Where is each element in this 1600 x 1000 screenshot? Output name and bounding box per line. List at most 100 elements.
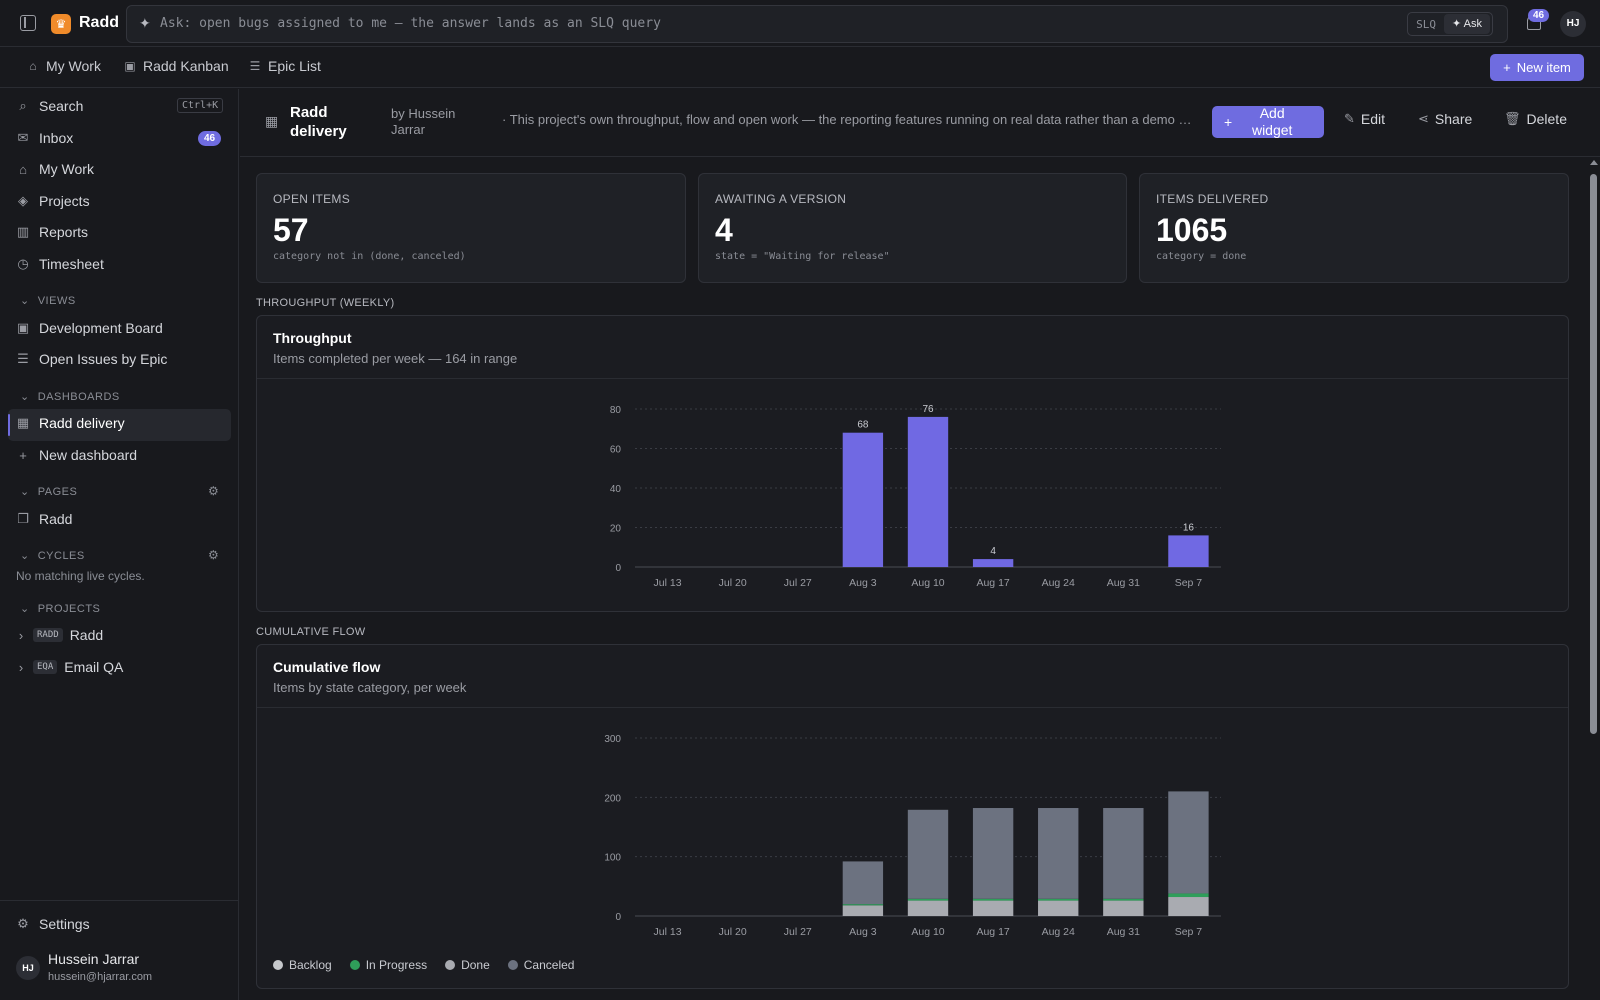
- inbox-count-badge: 46: [198, 131, 222, 146]
- sidebar-item-new-dashboard[interactable]: + New dashboard: [16, 447, 137, 463]
- mode-ask[interactable]: ✦ Ask: [1443, 14, 1490, 34]
- chevron-right-icon: ›: [18, 627, 24, 643]
- x-tick-label: Jul 27: [784, 577, 812, 589]
- sidebar-item-search[interactable]: ⌕ Search: [16, 98, 83, 114]
- sidebar-item-label: New dashboard: [39, 447, 138, 463]
- data-label: 16: [1183, 522, 1195, 533]
- widget-divider: [257, 707, 1568, 708]
- page-title: Radd delivery: [290, 104, 347, 140]
- top-bar: ♛ Radd ✦ Ask: open bugs assigned to me —…: [0, 0, 1600, 47]
- legend-label: In Progress: [365, 958, 428, 972]
- app-logo-icon[interactable]: ♛: [51, 14, 71, 34]
- gear-icon[interactable]: ⚙: [208, 548, 219, 562]
- sidebar-item-label: Projects: [39, 193, 90, 209]
- kpi-label: AWAITING A VERSION: [715, 192, 847, 206]
- x-tick-label: Aug 24: [1042, 926, 1075, 938]
- sidebar-item-label: Search: [39, 98, 84, 114]
- x-tick-label: Aug 10: [911, 577, 944, 589]
- active-indicator: [8, 414, 10, 436]
- legend-label: Backlog: [289, 958, 332, 972]
- legend-swatch: [273, 960, 283, 970]
- legend-item[interactable]: Canceled: [507, 958, 574, 972]
- bar-segment-done: [1103, 900, 1144, 916]
- sidebar-item-page-radd[interactable]: ❐ Radd: [16, 511, 72, 527]
- clock-icon: ◷: [17, 256, 29, 271]
- bar-segment-in-progress: [1038, 898, 1079, 901]
- sidebar-item-label: Timesheet: [39, 256, 104, 272]
- query-mode-toggle[interactable]: SLQ ✦ Ask: [1407, 12, 1493, 36]
- bar-chart-icon: ▥: [16, 224, 30, 239]
- sparkle-icon: ✦: [139, 15, 151, 31]
- edit-button[interactable]: ✎ Edit: [1344, 111, 1385, 127]
- sidebar-item-project-email-qa[interactable]: › EQA Email QA: [16, 659, 124, 675]
- chevron-down-icon: ⌄: [20, 550, 30, 562]
- section-label: CYCLES: [37, 549, 85, 562]
- notification-badge: 46: [1528, 9, 1550, 22]
- new-item-button[interactable]: + New item: [1490, 54, 1584, 81]
- ask-input[interactable]: ✦ Ask: open bugs assigned to me — the an…: [126, 5, 1508, 43]
- sidebar-item-project-radd[interactable]: › RADD Radd: [16, 627, 103, 643]
- data-label: 76: [922, 404, 934, 415]
- sidebar-item-settings[interactable]: ⚙ Settings: [16, 916, 90, 932]
- kpi-query: category = done: [1156, 251, 1247, 262]
- tab-label: Radd Kanban: [143, 58, 229, 74]
- kpi-card-open-items: OPEN ITEMS 57 category not in (done, can…: [256, 173, 686, 283]
- scroll-up-icon[interactable]: [1590, 160, 1598, 165]
- home-icon: ⌂: [19, 161, 27, 177]
- views-section-header[interactable]: ⌄ VIEWS: [20, 294, 76, 308]
- add-widget-button[interactable]: + Add widget: [1212, 105, 1324, 138]
- sidebar-item-radd-delivery[interactable]: ▦ Radd delivery: [16, 415, 125, 431]
- legend-swatch: [349, 960, 360, 970]
- sidebar-item-timesheet[interactable]: ◷ Timesheet: [16, 256, 104, 272]
- list-icon: ☰: [17, 351, 29, 366]
- throughput-widget: Throughput Items completed per week — 16…: [256, 315, 1569, 612]
- sidebar-item-label: My Work: [39, 161, 94, 177]
- kpi-value: 4: [715, 212, 733, 248]
- cycles-empty-text: No matching live cycles.: [16, 569, 145, 583]
- plus-icon: +: [19, 447, 27, 463]
- pages-section-header[interactable]: ⌄ PAGES: [20, 485, 77, 499]
- avatar[interactable]: HJ: [1560, 11, 1586, 37]
- sidebar-item-open-issues-by-epic[interactable]: ☰ Open Issues by Epic: [16, 351, 167, 367]
- x-tick-label: Aug 3: [849, 577, 877, 589]
- project-tag: RADD: [33, 628, 63, 642]
- projects-section-header[interactable]: ⌄ PROJECTS: [20, 602, 100, 616]
- x-tick-label: Aug 3: [849, 926, 877, 938]
- board-icon: ▣: [16, 320, 30, 335]
- tab-epic-list[interactable]: ☰ Epic List: [248, 58, 321, 74]
- x-tick-label: Aug 24: [1042, 577, 1075, 589]
- scrollbar-thumb[interactable]: [1590, 174, 1597, 734]
- sidebar-item-projects[interactable]: ◈ Projects: [16, 193, 90, 209]
- sidebar-item-reports[interactable]: ▥ Reports: [16, 224, 88, 240]
- sidebar-item-development-board[interactable]: ▣ Development Board: [16, 320, 163, 336]
- mode-slq[interactable]: SLQ: [1416, 17, 1436, 31]
- sidebar-toggle-icon[interactable]: [20, 15, 36, 31]
- legend-item[interactable]: Backlog: [273, 958, 332, 972]
- legend-item[interactable]: Done: [445, 958, 490, 972]
- chevron-down-icon: ⌄: [20, 295, 30, 307]
- sidebar-item-label: Settings: [39, 916, 90, 932]
- x-tick-label: Jul 20: [719, 577, 747, 589]
- gear-icon[interactable]: ⚙: [208, 484, 219, 498]
- section-label: DASHBOARDS: [37, 390, 120, 403]
- delete-button[interactable]: 🗑 Delete: [1504, 111, 1567, 127]
- cycles-section-header[interactable]: ⌄ CYCLES: [20, 549, 85, 563]
- throughput-section-label: THROUGHPUT (WEEKLY): [256, 297, 395, 309]
- y-tick-label: 200: [604, 793, 621, 804]
- sidebar-item-my-work[interactable]: ⌂ My Work: [16, 161, 94, 177]
- legend-item[interactable]: In Progress: [349, 958, 428, 972]
- sidebar-item-inbox[interactable]: ✉ Inbox: [16, 130, 74, 146]
- user-name[interactable]: Hussein Jarrar: [48, 951, 140, 967]
- share-button[interactable]: ⋖ Share: [1418, 111, 1472, 127]
- app-name[interactable]: Radd: [79, 14, 119, 31]
- tab-radd-kanban[interactable]: ▣ Radd Kanban: [123, 58, 229, 74]
- tab-my-work[interactable]: ⌂ My Work: [26, 58, 101, 74]
- chevron-down-icon: ⌄: [20, 486, 30, 498]
- chevron-down-icon: ⌄: [20, 391, 30, 403]
- dashboards-section-header[interactable]: ⌄ DASHBOARDS: [20, 390, 120, 404]
- bar-segment-canceled: [1103, 808, 1144, 899]
- bar: [907, 416, 949, 567]
- plus-icon: +: [1503, 60, 1511, 75]
- list-icon: ☰: [249, 59, 261, 73]
- user-avatar[interactable]: HJ: [16, 956, 40, 980]
